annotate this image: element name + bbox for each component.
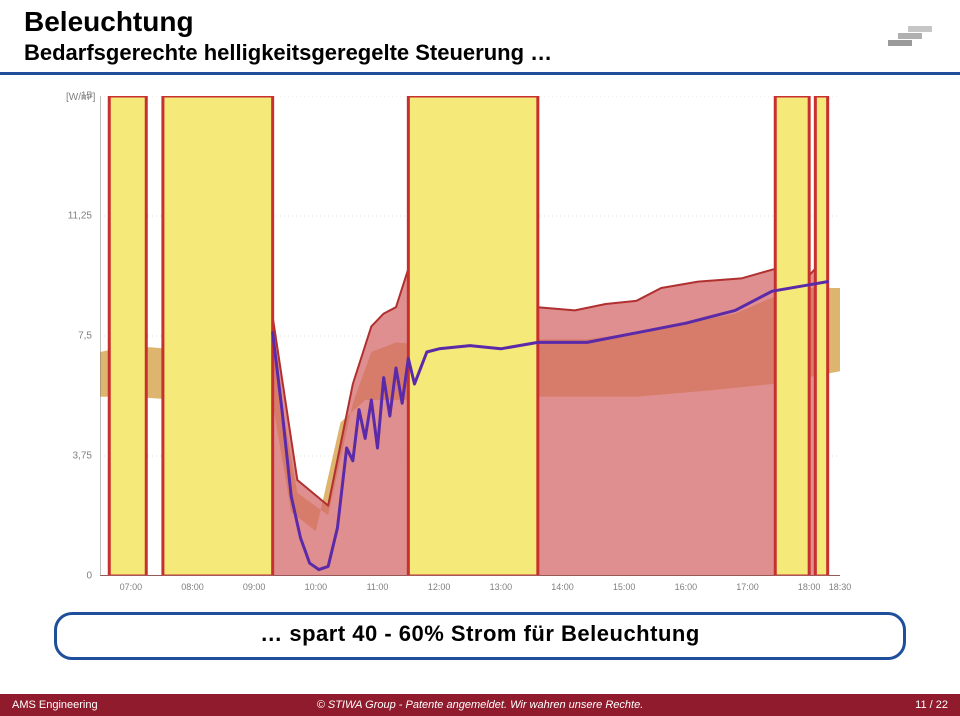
- x-tick-label: 10:00: [305, 582, 328, 592]
- footer-center: © STIWA Group - Patente angemeldet. Wir …: [0, 699, 960, 711]
- footer: AMS Engineering © STIWA Group - Patente …: [0, 694, 960, 716]
- x-tick-label: 07:00: [120, 582, 143, 592]
- caption-box: … spart 40 - 60% Strom für Beleuchtung: [54, 612, 906, 660]
- caption-text: … spart 40 - 60% Strom für Beleuchtung: [260, 621, 700, 646]
- footer-left: AMS Engineering: [12, 699, 98, 711]
- x-tick-label: 16:00: [675, 582, 698, 592]
- x-tick-label: 14:00: [551, 582, 574, 592]
- y-tick-label: 11,25: [68, 211, 92, 222]
- x-tick-label: 13:00: [490, 582, 513, 592]
- header: Beleuchtung Bedarfsgerechte helligkeitsg…: [0, 0, 960, 66]
- x-tick-label: 12:00: [428, 582, 451, 592]
- logo-icon: [888, 26, 934, 53]
- x-tick-label: 15:00: [613, 582, 636, 592]
- x-tick-label: 08:00: [181, 582, 204, 592]
- x-tick-label: 09:00: [243, 582, 266, 592]
- x-tick-label: 11:00: [367, 582, 389, 592]
- x-tick-label: 18:30: [829, 582, 852, 592]
- y-tick-label: 7,5: [78, 331, 92, 342]
- x-tick-label: 17:00: [736, 582, 759, 592]
- y-tick-label: 0: [86, 571, 92, 582]
- header-divider: [0, 72, 960, 75]
- power-chart: [W/m²] 03,757,511,251507:0008:0009:0010:…: [100, 96, 840, 576]
- y-tick-label: 15: [81, 91, 92, 102]
- footer-right: 11 / 22: [915, 699, 948, 711]
- page-subtitle: Bedarfsgerechte helligkeitsgeregelte Ste…: [24, 40, 960, 66]
- y-tick-label: 3,75: [73, 451, 92, 462]
- x-tick-label: 18:00: [798, 582, 821, 592]
- page-title: Beleuchtung: [24, 6, 960, 38]
